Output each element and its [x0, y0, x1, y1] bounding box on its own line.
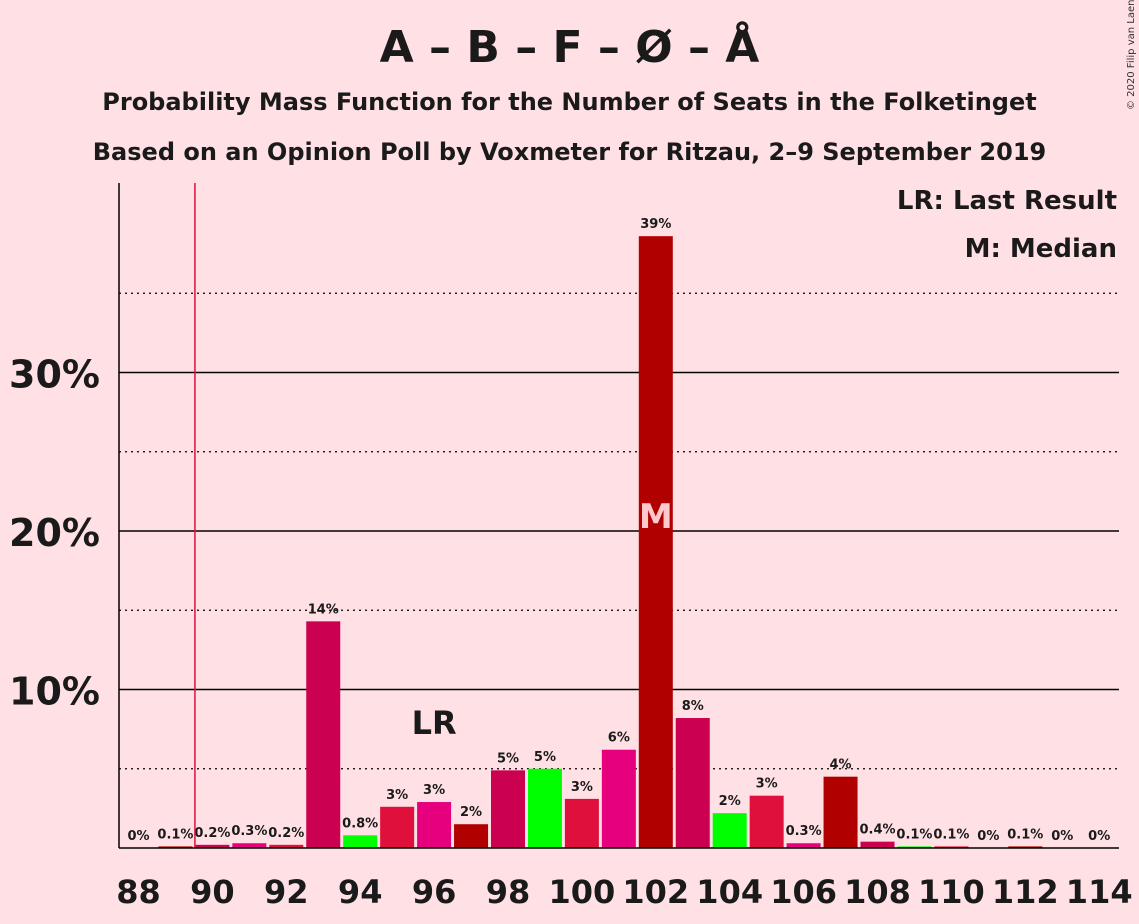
- x-tick-label: 114: [1066, 873, 1133, 911]
- bar-data-label: 0.1%: [1007, 827, 1043, 842]
- bar-data-label: 0%: [1051, 829, 1073, 844]
- x-tick-label: 106: [770, 873, 837, 911]
- chart-subtitle-source: Based on an Opinion Poll by Voxmeter for…: [92, 138, 1047, 166]
- bar-data-label: 6%: [608, 731, 630, 746]
- bar-data-label: 0.1%: [896, 827, 932, 842]
- bar-data-label: 3%: [386, 788, 408, 803]
- x-tick-label: 102: [622, 873, 689, 911]
- x-tick-label: 104: [696, 873, 763, 911]
- bar-data-label: 0%: [1088, 829, 1110, 844]
- bar-data-label: 0.2%: [268, 826, 304, 841]
- bar: [897, 846, 932, 848]
- bar-data-label: 5%: [497, 751, 519, 766]
- x-tick-label: 88: [116, 873, 161, 911]
- bar-data-label: 0%: [977, 829, 999, 844]
- bar: [306, 621, 341, 848]
- bar: [601, 749, 636, 848]
- y-tick-label: 10%: [9, 670, 100, 714]
- bar-data-label: 2%: [460, 805, 482, 820]
- bar-data-label: 3%: [756, 777, 778, 792]
- x-tick-label: 90: [190, 873, 235, 911]
- bar: [380, 806, 415, 848]
- x-tick-label: 110: [918, 873, 985, 911]
- legend-median: M: Median: [965, 234, 1117, 264]
- bar-data-label: 0.3%: [786, 824, 822, 839]
- last-result-label: LR: [412, 704, 457, 742]
- bar: [269, 844, 304, 848]
- x-tick-label: 98: [486, 873, 531, 911]
- chart-subtitle: Probability Mass Function for the Number…: [102, 88, 1037, 116]
- bar-data-label: 8%: [682, 699, 704, 714]
- x-tick-label: 100: [549, 873, 616, 911]
- bars: 0% 0.1% 0.2% 0.3% 0.2%14%0.8%3% 3%2%5% 5%3%6%3…: [127, 217, 1110, 848]
- bar: [491, 770, 525, 848]
- bar: [417, 802, 452, 848]
- bar-data-label: 0.1%: [933, 827, 969, 842]
- bar: [564, 798, 599, 848]
- bar-data-label: 0.2%: [194, 826, 230, 841]
- bar: [712, 813, 747, 848]
- bar-data-label: 0.8%: [342, 816, 378, 831]
- bar-data-label: 3%: [423, 783, 445, 798]
- bar: [786, 843, 821, 848]
- bar-data-label: 0.3%: [231, 824, 267, 839]
- x-tick-label: 108: [844, 873, 911, 911]
- bar: [823, 776, 858, 848]
- bar: [934, 846, 969, 848]
- x-tick-label: 96: [412, 873, 457, 911]
- x-tick-label: 92: [264, 873, 309, 911]
- chart-title: A – B – F – Ø – Å: [379, 22, 760, 73]
- bar-data-label: 5%: [534, 750, 556, 765]
- y-tick-label: 30%: [9, 353, 100, 397]
- y-tick-label: 20%: [9, 511, 100, 555]
- bar-data-label: 0.4%: [859, 823, 895, 838]
- x-tick-label: 112: [992, 873, 1059, 911]
- bar: [860, 841, 895, 848]
- bar-data-label: 39%: [640, 217, 671, 232]
- bar: [527, 768, 562, 848]
- grid-lines: [119, 292, 1119, 770]
- bar-data-label: 0%: [127, 829, 149, 844]
- bar: [749, 795, 784, 848]
- legend-last-result: LR: Last Result: [897, 186, 1117, 216]
- bar: [343, 835, 378, 848]
- median-marker: M: [639, 497, 673, 537]
- bar: [1008, 846, 1043, 848]
- bar: [195, 844, 230, 848]
- bar: [454, 824, 489, 848]
- bar: [158, 846, 193, 848]
- bar-data-label: 4%: [830, 758, 852, 773]
- bar: [638, 236, 673, 848]
- bar-data-label: 14%: [308, 602, 339, 617]
- x-tick-label: 94: [338, 873, 383, 911]
- bar: [232, 843, 267, 848]
- bar: [675, 718, 710, 848]
- bar-data-label: 3%: [571, 780, 593, 795]
- bar-data-label: 0.1%: [157, 827, 193, 842]
- bar-data-label: 2%: [719, 794, 741, 809]
